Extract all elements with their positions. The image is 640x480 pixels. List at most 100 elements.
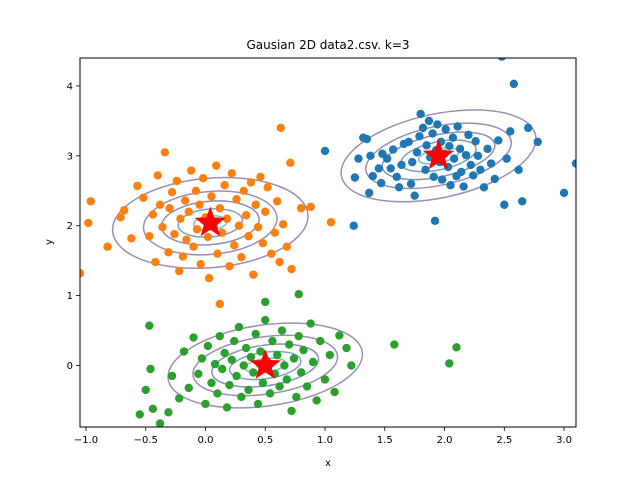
data-point <box>220 180 229 190</box>
data-point <box>284 340 294 349</box>
data-point <box>164 248 173 257</box>
data-point <box>103 242 112 251</box>
data-point <box>189 333 198 342</box>
data-point <box>145 321 154 330</box>
data-point <box>176 214 185 223</box>
data-point <box>349 221 358 230</box>
data-point <box>469 171 478 180</box>
data-point <box>429 172 438 182</box>
centroid-star <box>194 206 226 237</box>
data-point <box>350 173 360 182</box>
data-point <box>362 134 372 144</box>
data-point <box>256 347 265 356</box>
data-point <box>175 266 184 276</box>
data-point <box>215 331 225 341</box>
data-point <box>382 154 392 163</box>
centroid-star <box>249 349 281 379</box>
data-point <box>86 197 95 206</box>
data-point <box>386 164 395 173</box>
data-point <box>189 242 198 251</box>
data-point <box>197 354 207 363</box>
data-point <box>184 207 193 216</box>
data-point <box>229 336 239 346</box>
data-point <box>325 350 334 360</box>
data-point <box>320 146 330 156</box>
data-point <box>502 154 511 163</box>
data-point <box>237 392 246 402</box>
data-point <box>253 399 263 409</box>
data-point <box>404 137 413 147</box>
x-tick-label: 1.5 <box>377 435 393 446</box>
data-point <box>84 218 93 228</box>
data-point <box>473 151 483 161</box>
data-point <box>277 326 287 335</box>
chart-title: Gausian 2D data2.csv. k=3 <box>246 38 409 52</box>
x-axis-ticks: −1.0 −0.5 0.0 0.5 1.0 1.5 2.0 2.5 3.0 <box>74 427 572 446</box>
data-point <box>374 164 383 173</box>
data-point <box>220 348 229 358</box>
data-point <box>390 340 399 349</box>
data-point <box>394 183 404 192</box>
data-point <box>212 161 221 170</box>
data-point <box>410 191 419 200</box>
data-point <box>388 145 398 154</box>
data-point <box>256 172 265 182</box>
data-point <box>316 336 325 346</box>
x-tick-label: −1.0 <box>74 435 98 446</box>
data-point <box>354 154 363 163</box>
data-point <box>446 180 455 190</box>
scatter-layer <box>80 58 576 427</box>
data-point <box>483 144 492 154</box>
data-point <box>225 262 234 271</box>
data-point <box>253 222 263 232</box>
data-point <box>198 174 208 183</box>
data-point <box>239 361 248 370</box>
data-point <box>506 127 515 136</box>
data-point <box>218 364 227 374</box>
data-point <box>392 172 401 182</box>
x-tick-label: −0.5 <box>134 435 158 446</box>
data-point <box>448 133 458 142</box>
data-point <box>406 179 416 188</box>
data-point <box>148 404 158 414</box>
data-point <box>497 58 506 61</box>
data-point <box>326 218 336 227</box>
data-point <box>421 165 430 175</box>
data-point <box>455 144 465 154</box>
y-tick-label: 3 <box>67 151 73 162</box>
data-point <box>494 136 503 145</box>
data-point <box>165 204 174 213</box>
data-point <box>342 343 351 353</box>
data-point <box>167 187 177 197</box>
data-point <box>246 178 256 187</box>
data-point <box>139 193 148 202</box>
data-point <box>225 380 234 390</box>
data-point <box>509 79 519 89</box>
data-point <box>133 181 142 191</box>
data-point <box>287 264 296 274</box>
data-point <box>227 169 236 178</box>
data-point <box>306 319 315 328</box>
data-point <box>160 148 170 157</box>
data-point <box>533 137 542 147</box>
data-point <box>289 354 299 363</box>
x-tick-label: 2.5 <box>496 435 512 446</box>
data-point <box>320 375 330 384</box>
data-point <box>299 345 308 355</box>
contour-line <box>142 190 278 256</box>
data-point <box>135 410 144 419</box>
data-point <box>302 382 312 391</box>
data-point <box>234 322 244 332</box>
data-point <box>213 249 222 258</box>
data-point <box>261 297 270 307</box>
contour-line <box>167 322 364 409</box>
data-point <box>308 357 318 367</box>
data-point <box>141 385 150 395</box>
x-tick-label: 3.0 <box>556 435 572 446</box>
data-point <box>184 383 193 393</box>
y-tick-label: 1 <box>67 291 73 302</box>
data-point <box>292 392 301 402</box>
data-point <box>120 206 129 215</box>
centroid-star <box>422 139 455 170</box>
